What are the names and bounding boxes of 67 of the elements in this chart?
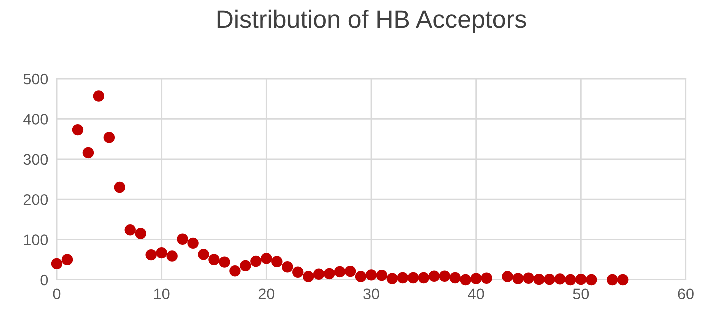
point	[114, 182, 126, 194]
point	[104, 132, 116, 144]
point	[208, 254, 220, 266]
point	[240, 260, 252, 272]
point	[344, 266, 356, 278]
point	[607, 274, 618, 286]
y-tick-label: 200	[24, 194, 48, 206]
point	[586, 274, 598, 286]
point	[418, 272, 430, 284]
y-tick-label: 300	[24, 154, 48, 166]
point	[188, 238, 199, 250]
point	[408, 272, 420, 284]
point	[135, 228, 146, 240]
x-tick-label: 10	[154, 288, 170, 300]
point	[219, 256, 230, 268]
point	[397, 272, 409, 284]
x-tick-label: 50	[573, 288, 590, 300]
point	[554, 274, 566, 285]
point	[523, 272, 534, 284]
point	[272, 256, 283, 268]
y-tick-label: 500	[24, 74, 48, 85]
point	[576, 274, 587, 286]
point	[376, 270, 388, 282]
point	[617, 274, 629, 286]
point	[166, 250, 178, 262]
point	[82, 147, 94, 159]
point	[146, 249, 157, 261]
point	[334, 266, 346, 278]
point	[250, 256, 262, 268]
point	[565, 274, 576, 286]
point	[124, 224, 136, 236]
y-tick-label: 100	[24, 234, 48, 246]
point	[544, 274, 556, 286]
point	[512, 273, 524, 284]
point	[324, 268, 336, 280]
x-tick-label: 0	[53, 288, 61, 300]
point	[292, 266, 304, 278]
chart-title: Distribution of HB Acceptors	[218, 10, 526, 34]
point	[450, 272, 461, 284]
point	[51, 258, 63, 270]
point	[282, 262, 294, 273]
point	[156, 247, 168, 259]
point	[386, 273, 398, 284]
point	[470, 273, 482, 284]
point	[302, 271, 314, 282]
point	[355, 271, 367, 282]
point	[72, 124, 84, 136]
point	[313, 268, 325, 280]
x-tick-label: 20	[258, 288, 275, 300]
point	[428, 270, 440, 282]
point	[439, 270, 450, 282]
x-tick-label: 60	[678, 288, 694, 300]
y-tick-label: 0	[40, 274, 48, 286]
x-tick-label: 30	[364, 288, 380, 300]
point	[534, 274, 545, 286]
point	[177, 234, 188, 246]
y-tick-label: 400	[24, 114, 48, 125]
point	[460, 274, 472, 286]
x-tick-label: 40	[468, 288, 484, 300]
point	[481, 272, 492, 284]
point	[230, 266, 241, 277]
point	[62, 254, 74, 266]
point	[261, 253, 272, 264]
point	[502, 271, 514, 282]
point	[366, 270, 378, 281]
point	[93, 90, 105, 102]
point	[198, 249, 210, 260]
